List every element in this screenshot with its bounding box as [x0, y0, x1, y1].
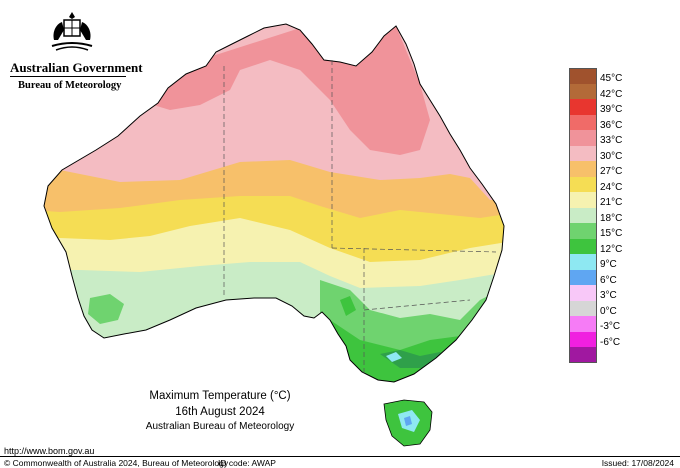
legend-swatch [569, 145, 597, 161]
legend-label: 18°C [600, 212, 623, 224]
legend-swatch [569, 99, 597, 115]
legend-label: 42°C [600, 88, 623, 100]
legend-label: 15°C [600, 228, 623, 239]
bureau-name: Bureau of Meteorology [18, 80, 122, 91]
legend-swatch [569, 269, 597, 285]
legend-swatch [569, 285, 597, 301]
map-title: Maximum Temperature (°C) [149, 390, 291, 402]
legend-item: 3°C [569, 285, 617, 301]
id-code: ID code: AWAP [218, 458, 276, 468]
coat-of-arms-icon [51, 12, 93, 51]
legend-label: 6°C [600, 274, 617, 286]
map-date: 16th August 2024 [175, 406, 265, 418]
legend-item: 39°C [569, 99, 622, 115]
legend-item: 36°C [569, 114, 622, 131]
legend-item: 27°C [569, 161, 622, 177]
legend-label: 24°C [600, 181, 623, 193]
issued-date: Issued: 17/08/2024 [601, 458, 674, 468]
legend-label: 30°C [600, 150, 623, 162]
legend-swatch [569, 300, 597, 316]
legend-item: 0°C [569, 300, 617, 317]
legend-swatch [569, 254, 597, 270]
map-caption: Maximum Temperature (°C) 16th August 202… [140, 388, 300, 434]
legend-item: 42°C [569, 83, 622, 100]
legend-label: 0°C [600, 305, 617, 317]
legend-swatch [569, 83, 597, 99]
legend-label: -3°C [600, 321, 621, 332]
legend-label: 3°C [600, 290, 617, 301]
legend-swatch [569, 68, 597, 84]
legend-swatch [569, 207, 597, 223]
legend-item: 18°C [569, 207, 622, 224]
legend-label: 27°C [600, 166, 623, 177]
legend-label: -6°C [600, 336, 621, 348]
legend-label: 9°C [600, 259, 617, 270]
copyright-text: © Commonwealth of Australia 2024, Bureau… [4, 458, 229, 468]
legend-swatch [569, 161, 597, 177]
legend-label: 45°C [600, 73, 623, 84]
legend-item: 9°C [569, 254, 617, 270]
legend-swatch [569, 114, 597, 130]
footer-divider [0, 456, 680, 457]
legend-swatch [569, 130, 597, 146]
legend-item: -6°C [569, 331, 620, 348]
map-organisation: Australian Bureau of Meteorology [145, 421, 295, 432]
legend-item: 24°C [569, 176, 622, 193]
legend-swatch [569, 331, 597, 347]
legend-label: 39°C [600, 104, 623, 115]
temperature-legend: 45°C 42°C 39°C 36°C 33°C 30°C 27°C 24°C 21°C 18°C… [569, 68, 622, 363]
divider [10, 76, 126, 77]
legend-label: 21°C [600, 197, 623, 208]
legend-item: 33°C [569, 130, 622, 146]
legend-item: 21°C [569, 192, 622, 208]
legend-item: -3°C [569, 316, 620, 332]
website-link[interactable]: http://www.bom.gov.au [4, 446, 95, 456]
government-name: Australian Government [10, 60, 143, 75]
legend-item: 15°C [569, 223, 622, 239]
legend-label: 36°C [600, 119, 623, 131]
legend-swatch [569, 347, 597, 363]
legend-item: 12°C [569, 238, 622, 255]
legend-swatch [569, 223, 597, 239]
legend-swatch [569, 238, 597, 254]
government-logo [6, 10, 134, 100]
legend-item: 45°C [569, 68, 622, 84]
legend-label: 12°C [600, 243, 623, 255]
legend-item: 30°C [569, 145, 622, 162]
legend-swatch [569, 316, 597, 332]
legend-swatch [569, 192, 597, 208]
legend-swatch [569, 176, 597, 192]
legend-item [569, 347, 615, 363]
legend-label: 33°C [600, 135, 623, 146]
legend-item: 6°C [569, 269, 617, 286]
